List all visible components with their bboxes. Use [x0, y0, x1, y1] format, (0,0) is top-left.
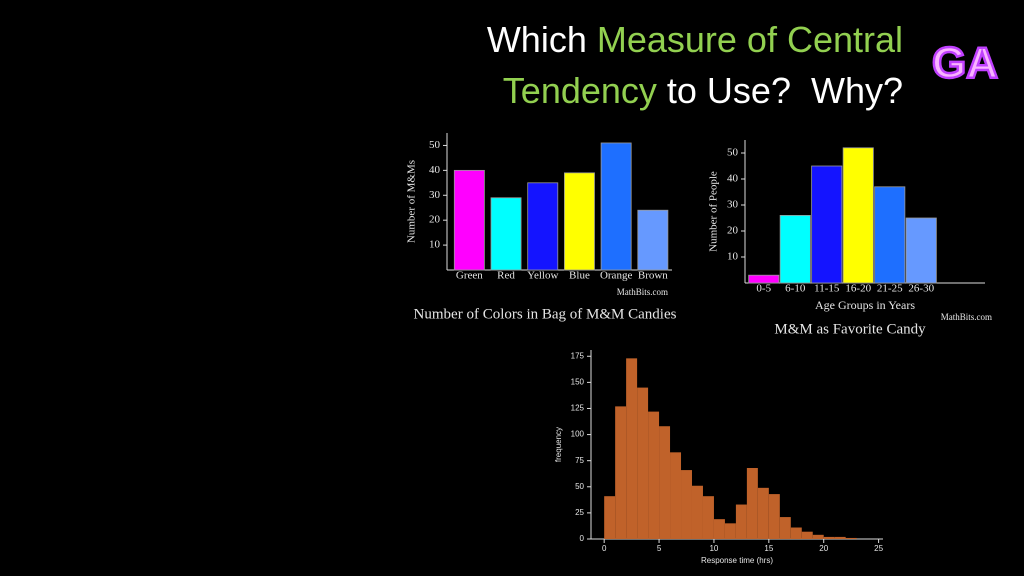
histogram-bar	[713, 519, 725, 539]
histogram-bar	[691, 485, 703, 539]
bar	[490, 197, 522, 271]
histogram-bar	[702, 496, 714, 539]
x-tick-label: 15	[764, 544, 773, 553]
x-tick-label: 0	[602, 544, 607, 553]
y-tick-label: 100	[571, 430, 585, 439]
bar	[811, 165, 843, 284]
source: MathBits.com	[617, 287, 668, 297]
bar	[453, 169, 485, 271]
histogram-bar	[681, 470, 692, 539]
y-tick-label: 20	[727, 225, 739, 237]
histogram-bar	[724, 523, 736, 539]
x-tick-label: 10	[709, 544, 718, 553]
x-tick-label: 26-30	[908, 283, 934, 295]
histogram-bar	[812, 534, 824, 539]
histogram-bar	[779, 517, 791, 539]
y-tick-label: 50	[429, 139, 441, 151]
y-tick-label: 0	[580, 534, 585, 543]
bar	[637, 209, 669, 271]
title-part: to Use? Why?	[657, 70, 903, 111]
y-tick-label: 30	[727, 199, 739, 211]
x-tick-label: Orange	[600, 270, 632, 282]
histogram-bar	[768, 494, 780, 539]
histogram-bar	[615, 406, 627, 539]
y-tick-label: 40	[727, 173, 739, 185]
bar	[905, 217, 937, 284]
histogram-bar	[735, 504, 747, 539]
histogram-bar	[757, 487, 769, 539]
x-tick-label: 6-10	[785, 283, 806, 295]
x-axis-label: Response time (hrs)	[701, 556, 773, 565]
histogram-bar	[626, 358, 638, 539]
x-tick-label: 21-25	[877, 283, 903, 295]
x-tick-label: 5	[657, 544, 662, 553]
bar	[779, 214, 811, 284]
logo: GA	[932, 39, 998, 88]
histogram-bar	[823, 536, 835, 539]
histogram-bar	[790, 527, 802, 539]
histogram-bar	[637, 387, 649, 539]
bar	[874, 186, 906, 284]
histogram-bar	[659, 426, 671, 539]
source: MathBits.com	[941, 312, 992, 322]
y-tick-label: 30	[429, 189, 441, 201]
bar	[527, 182, 559, 271]
y-axis-label: frequency	[554, 427, 563, 462]
slide-title: Tendency to Use? Why?	[503, 70, 903, 111]
x-tick-label: Green	[456, 270, 483, 282]
y-tick-label: 20	[429, 214, 441, 226]
y-tick-label: 75	[575, 456, 584, 465]
x-tick-label: 16-20	[845, 283, 871, 295]
histogram-bar	[670, 452, 682, 539]
bar	[842, 147, 874, 284]
title-part: Which	[487, 19, 597, 60]
x-tick-label: Red	[497, 270, 515, 282]
x-tick-label: 0-5	[756, 283, 771, 295]
x-tick-label: Blue	[569, 270, 590, 282]
x-tick-label: 20	[819, 544, 828, 553]
x-tick-label: 25	[874, 544, 883, 553]
title-part: Measure of Central	[597, 19, 903, 60]
y-tick-label: 10	[727, 251, 739, 263]
y-tick-label: 175	[571, 351, 585, 360]
x-tick-label: Brown	[638, 270, 668, 282]
title-part: Tendency	[503, 70, 657, 111]
slide-title: Which Measure of Central	[487, 19, 903, 60]
x-tick-label: 11-15	[814, 283, 840, 295]
y-axis-label: Number of M&Ms	[406, 160, 418, 243]
x-axis-label: Age Groups in Years	[815, 298, 915, 312]
y-tick-label: 10	[429, 239, 441, 251]
chart-title: M&M as Favorite Candy	[774, 321, 926, 337]
y-tick-label: 125	[571, 404, 585, 413]
y-tick-label: 150	[571, 377, 585, 386]
histogram-bar	[746, 467, 758, 539]
y-tick-label: 50	[575, 482, 584, 491]
y-tick-label: 25	[575, 508, 584, 517]
bar	[564, 172, 595, 271]
histogram-bar	[648, 411, 660, 539]
histogram-bar	[845, 537, 857, 539]
histogram-bar	[604, 496, 616, 539]
y-tick-label: 50	[727, 147, 739, 159]
histogram-bar	[834, 536, 846, 539]
x-tick-label: Yellow	[527, 270, 558, 282]
bar	[600, 142, 632, 271]
chart-title: Number of Colors in Bag of M&M Candies	[414, 306, 677, 322]
y-axis-label: Number of People	[708, 171, 720, 252]
y-tick-label: 40	[429, 164, 441, 176]
histogram-bar	[801, 531, 813, 539]
bar	[748, 274, 780, 284]
